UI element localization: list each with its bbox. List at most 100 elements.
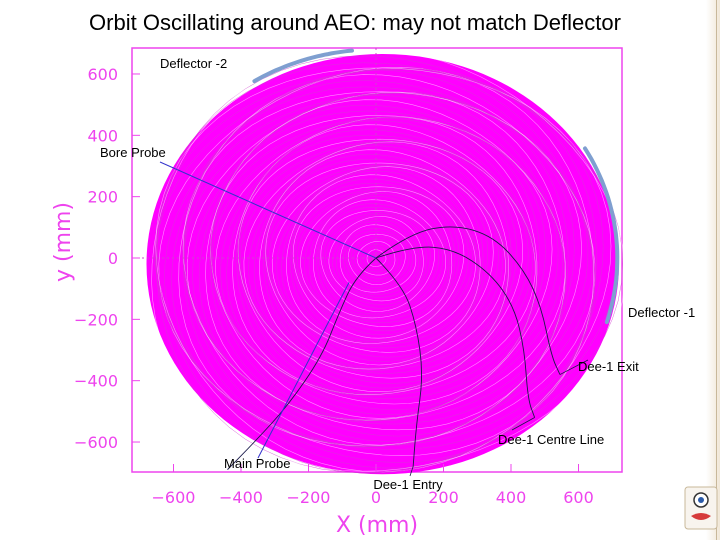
orbit-turn <box>312 199 446 319</box>
orbit-turn <box>248 142 508 374</box>
orbit-turn <box>178 74 596 447</box>
annotation-label: Deflector -2 <box>160 56 227 71</box>
orbit-turn <box>205 99 566 421</box>
dee-curve <box>375 246 536 418</box>
orbit-turn <box>320 210 435 312</box>
orbit-turn <box>156 55 623 473</box>
orbit-turn <box>259 149 506 370</box>
orbit-turn <box>182 80 593 447</box>
orbit-turn <box>266 164 489 362</box>
orbit-turn <box>240 141 512 384</box>
orbit-turn <box>276 168 480 349</box>
dee-exit-leader <box>559 359 589 375</box>
main-probe-line <box>257 282 350 459</box>
orbit-turn <box>151 49 625 472</box>
y-tick-label: 0 <box>108 249 118 268</box>
orbit-turn <box>192 92 566 425</box>
annotation-label: Bore Probe <box>100 145 166 160</box>
orbit-turn <box>238 140 517 389</box>
orbit-turn <box>209 104 563 421</box>
y-tick-label: −600 <box>74 433 118 452</box>
annotations: Deflector -2 Bore Probe Deflector -1 Dee-1 … <box>100 56 695 492</box>
dee-entry-leader <box>409 466 414 477</box>
orbit-turn <box>291 183 469 341</box>
dee-curves <box>227 226 561 470</box>
orbit-turn <box>237 138 524 393</box>
deflector-2-arc <box>252 48 354 84</box>
orbit-turn <box>263 154 503 369</box>
orbit-turn <box>171 69 596 447</box>
annotation-label: Dee-1 Centre Line <box>498 432 604 447</box>
orbit-turn <box>264 158 499 368</box>
orbit-turn <box>271 166 481 353</box>
orbit-turn <box>281 170 478 346</box>
orbit-turn <box>156 62 619 474</box>
y-tick-label: −200 <box>74 310 118 329</box>
orbit-turn <box>243 141 509 379</box>
orbit-turn <box>226 120 537 396</box>
slide-edge-line <box>716 0 717 540</box>
orbit-turn <box>339 224 417 293</box>
orbit-spiral <box>146 49 625 475</box>
orbit-turn <box>360 243 393 273</box>
logo-icon <box>684 486 718 530</box>
deflectors <box>252 48 620 325</box>
orbit-turn <box>322 212 431 309</box>
annotation-label: Dee-1 Entry <box>373 477 443 492</box>
y-tick-label: −400 <box>74 372 118 391</box>
dee-curve <box>375 257 423 467</box>
orbit-turn <box>220 117 537 399</box>
orbit-turn <box>232 124 536 396</box>
orbit-turn <box>350 236 402 282</box>
x-tick-label: 0 <box>371 488 381 507</box>
orbit-turn <box>304 193 451 323</box>
x-tick-label: 200 <box>428 488 459 507</box>
dee-curve <box>375 226 561 375</box>
x-axis-title: X (mm) <box>336 513 418 538</box>
orbit-turn <box>164 67 595 450</box>
deflector-1-arc <box>583 146 620 325</box>
orbit-turn <box>182 91 582 446</box>
orbit-turn <box>268 165 484 358</box>
orbit-turn <box>183 86 589 447</box>
orbit-turn <box>345 231 410 288</box>
orbit-turn <box>215 116 538 405</box>
orbit-turn <box>316 203 443 317</box>
orbit-turn <box>318 207 440 315</box>
orbit-turn <box>292 186 465 339</box>
axis-ticks: −600 −400 −200 0 200 400 600 600 400 200 0 −200 −400… <box>74 65 594 507</box>
slide-edge-decoration <box>706 0 720 540</box>
x-tick-label: −400 <box>219 488 263 507</box>
slide-title: Orbit Oscillating around AEO: may not ma… <box>89 10 621 35</box>
orbit-turn <box>158 66 594 457</box>
orbit-turn <box>332 218 422 298</box>
y-tick-label: 400 <box>87 126 118 145</box>
orbit-turn <box>237 134 529 394</box>
x-tick-label: 400 <box>496 488 527 507</box>
orbit-turn <box>296 189 455 332</box>
orbit-turn <box>289 178 473 343</box>
orbit-turn <box>210 110 559 421</box>
orbit-turn <box>300 191 453 327</box>
orbit-turn <box>253 145 508 371</box>
orbit-turn <box>265 162 494 366</box>
orbit-turn <box>155 68 597 463</box>
x-tick-label: −200 <box>287 488 331 507</box>
orbit-turn <box>328 216 424 302</box>
orbit-turn <box>211 116 540 411</box>
orbit-turn <box>286 174 476 344</box>
dee-centre-leader <box>511 417 535 431</box>
reference-lines <box>132 48 377 259</box>
orbit-turn <box>336 221 419 295</box>
orbit-turn <box>198 95 567 421</box>
orbit-turn <box>186 91 566 431</box>
annotation-label: Deflector -1 <box>628 305 695 320</box>
orbit-turn <box>353 238 399 279</box>
dee-curve <box>227 257 377 470</box>
y-tick-label: 200 <box>87 188 118 207</box>
y-tick-label: 600 <box>87 65 118 84</box>
orbit-turn <box>348 233 406 286</box>
orbit-turn <box>369 252 383 265</box>
annotation-label: Main Probe <box>224 456 290 471</box>
x-tick-label: −600 <box>152 488 196 507</box>
